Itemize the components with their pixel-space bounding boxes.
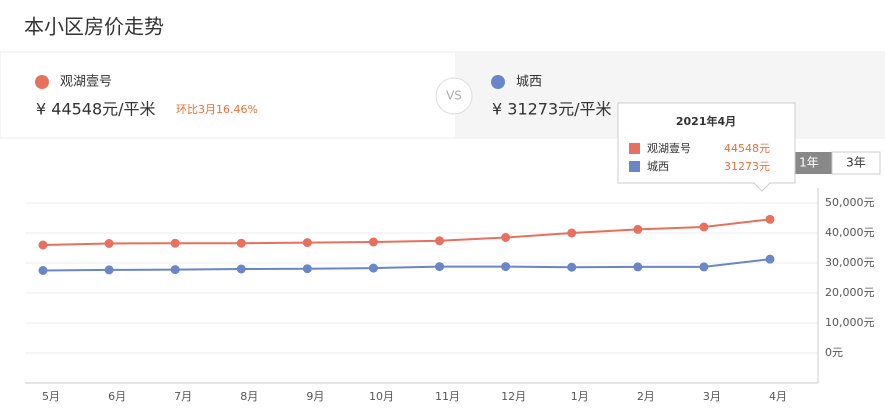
data-point	[699, 222, 709, 232]
data-point	[38, 266, 48, 275]
x-tick-label: 9月	[306, 390, 324, 403]
plot: 0元 10,000元 20,000元 30,000元 40,000元 50,000元 5月 6…	[25, 188, 875, 403]
legend-label: 观湖壹号	[60, 75, 112, 90]
data-point	[633, 224, 643, 234]
tooltip-box	[617, 102, 796, 192]
x-tick-label: 3月	[703, 390, 721, 403]
series-line	[42, 218, 771, 246]
range-button-label[interactable]: 1年	[799, 156, 819, 170]
data-point	[501, 262, 511, 272]
data-point	[435, 236, 445, 246]
y-tick-label: 20,000元	[825, 286, 875, 299]
series-line	[42, 258, 771, 272]
y-tick-label: 40,000元	[825, 226, 875, 239]
page-title: 本小区房价走势	[24, 15, 164, 39]
tooltip-title: 2021年4月	[676, 114, 736, 128]
data-point	[368, 263, 378, 273]
vs-label: VS	[446, 89, 462, 103]
range-button[interactable]	[786, 152, 832, 174]
x-tick-label: 4月	[769, 390, 787, 403]
data-point	[567, 228, 577, 238]
legend-label: 城西	[516, 75, 542, 90]
data-point	[236, 264, 246, 274]
data-point	[38, 240, 48, 250]
data-point	[170, 238, 180, 248]
x-tick-label: 7月	[174, 390, 192, 403]
data-point	[302, 238, 312, 248]
data-point	[765, 254, 775, 264]
price: ¥ 31273元/平米	[492, 100, 612, 119]
data-point	[368, 237, 378, 247]
x-tick-label: 6月	[108, 390, 126, 403]
data-point	[435, 262, 445, 272]
tooltip-swatch	[629, 161, 640, 172]
data-point	[104, 239, 114, 248]
data-point	[170, 265, 180, 275]
tooltip-value: 31273元	[724, 160, 770, 173]
y-tick-label: 50,000元	[825, 196, 875, 209]
price: ¥ 44548元/平米	[36, 100, 156, 119]
data-point	[104, 265, 114, 275]
legend-dot	[35, 75, 49, 89]
x-tick-label: 12月	[501, 390, 526, 403]
range-button-label[interactable]: 3年	[846, 156, 866, 170]
y-tick-label: 0元	[825, 346, 843, 359]
data-point	[236, 238, 246, 248]
data-point	[633, 262, 643, 272]
x-tick-label: 1月	[571, 390, 589, 403]
data-point	[302, 264, 312, 274]
price-change: 环比3月16.46%	[176, 103, 258, 116]
tooltip-name: 观湖壹号	[647, 142, 691, 155]
tooltip: 2021年4月 观湖壹号 44548元 城西 31273元	[617, 102, 796, 192]
y-tick-label: 30,000元	[825, 256, 875, 269]
vs-circle	[435, 77, 473, 115]
y-tick-label: 10,000元	[825, 316, 875, 329]
tooltip-value: 44548元	[724, 142, 770, 155]
data-point	[501, 233, 511, 242]
range-button[interactable]	[831, 151, 881, 175]
x-tick-label: 2月	[637, 390, 655, 403]
x-tick-label: 8月	[240, 390, 258, 403]
x-tick-label: 10月	[369, 390, 394, 403]
data-point	[765, 214, 775, 224]
tooltip-name: 城西	[647, 160, 669, 173]
data-point	[699, 262, 709, 272]
tooltip-swatch	[629, 143, 640, 154]
legend-dot	[491, 75, 505, 89]
x-tick-label: 11月	[435, 390, 460, 403]
x-tick-label: 5月	[42, 390, 60, 403]
data-point	[567, 262, 577, 272]
